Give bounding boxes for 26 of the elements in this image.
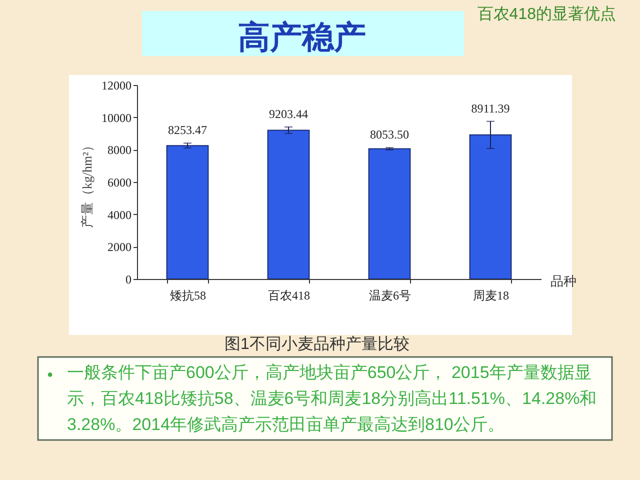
y-tick-label: 4000 [108, 208, 132, 222]
y-tick-label: 0 [126, 272, 132, 286]
chart-subtitle: 百农418的显著优点 [477, 5, 616, 23]
y-tick-label: 12000 [102, 78, 132, 92]
bar [368, 148, 411, 280]
y-tick-label: 10000 [102, 110, 132, 125]
y-tick-label: 2000 [108, 240, 132, 254]
data-label: 8053.50 [370, 128, 409, 142]
x-axis-title: 品种 [550, 274, 576, 288]
x-tick-label: 周麦18 [473, 288, 509, 302]
data-label: 8911.39 [471, 101, 510, 116]
y-tick-label: 6000 [108, 176, 132, 190]
chart-title: 高产稳产 [238, 19, 366, 55]
x-tick-label: 百农418 [268, 288, 310, 302]
text: • [47, 367, 53, 384]
bar [469, 134, 512, 280]
y-tick-label: 8000 [108, 143, 132, 158]
data-label: 8253.47 [168, 123, 207, 138]
bar [267, 130, 310, 280]
bar [166, 145, 209, 280]
data-label: 9203.44 [269, 106, 308, 121]
x-tick-label: 温麦6号 [369, 288, 411, 302]
x-tick-label: 矮抗58 [170, 288, 206, 302]
caption: 图1不同小麦品种产量比较 [224, 335, 410, 353]
text: 一般条件下亩产600公斤，高产地块亩产650公斤， 2015年产量数据显示，百农418比矮抗58、温麦6号和周麦18分别高出11.51%、14.28%和3.28%。2014年修武高产示范田亩单产最高达到810公斤。 [67, 363, 597, 434]
y-axis-title: 产量（kg/hm²） [80, 138, 94, 228]
